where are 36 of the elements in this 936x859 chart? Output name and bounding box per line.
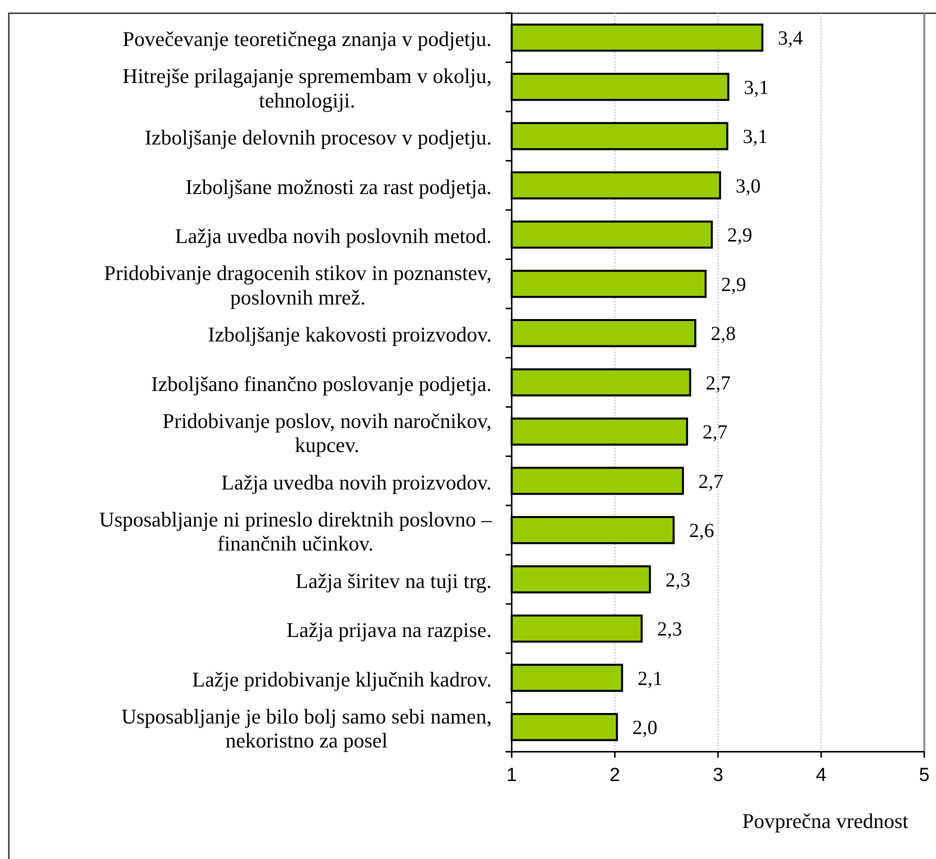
y-tick-label: Izboljšano finančno poslovanje podjetja. xyxy=(151,372,492,396)
data-label: 2,3 xyxy=(657,618,682,641)
y-tick-label: Lažja uvedba novih proizvodov. xyxy=(221,470,492,494)
data-label: 2,7 xyxy=(706,372,731,394)
y-tick-label: Izboljšane možnosti za rast podjetja. xyxy=(186,174,492,199)
y-tick-label: Izboljšanje delovnih procesov v podjetju. xyxy=(144,126,492,150)
x-tick-label: 1 xyxy=(506,765,517,786)
data-label: 3,4 xyxy=(778,28,803,50)
y-tick-label: Lažje pridobivanje ključnih kadrov. xyxy=(192,667,492,692)
x-tick-label: 5 xyxy=(919,765,930,786)
data-label: 2,7 xyxy=(698,470,724,493)
x-tick-label: 4 xyxy=(816,765,827,786)
data-label: 3,0 xyxy=(736,175,761,198)
data-label: 2,1 xyxy=(638,668,663,690)
data-label: 2,7 xyxy=(702,422,728,444)
y-tick-label: Usposabljanje ni prineslo direktnih poslovno – finančnih učinkov. xyxy=(99,507,492,556)
data-label: 2,9 xyxy=(727,224,752,247)
data-label: 3,1 xyxy=(742,126,768,148)
x-axis-title: Povprečna vrednost xyxy=(742,809,909,833)
y-tick-label: Povečevanje teoretičnega znanja v podjetju. xyxy=(122,27,492,52)
y-tick-label: Pridobivanje poslov, novih naročnikov, kupcev. xyxy=(162,408,492,458)
data-label: 2,0 xyxy=(632,717,658,740)
y-tick-label: Pridobivanje dragocenih stikov in poznanstev, poslovnih mrež. xyxy=(104,261,492,310)
x-tick-label: 3 xyxy=(712,765,724,786)
data-label: 2,6 xyxy=(689,520,714,542)
data-label: 2,8 xyxy=(710,323,736,346)
data-label: 2,9 xyxy=(721,274,746,296)
data-label: 2,3 xyxy=(665,569,690,592)
y-tick-label: Lažja prijava na razpise. xyxy=(286,618,492,642)
y-tick-label: Izboljšanje kakovosti proizvodov. xyxy=(208,322,492,347)
y-tick-label: Lažja uvedba novih poslovnih metod. xyxy=(175,224,492,248)
x-tick-label: 2 xyxy=(610,765,620,786)
data-label: 3,1 xyxy=(744,76,769,99)
y-tick-label: Lažja širitev na tuji trg. xyxy=(296,568,492,593)
y-tick-label: Hitrejše prilagajanje spremembam v okolju, tehnologiji. xyxy=(122,64,492,113)
y-tick-label: Usposabljanje je bilo bolj samo sebi namen, nekoristno za posel xyxy=(121,704,492,753)
